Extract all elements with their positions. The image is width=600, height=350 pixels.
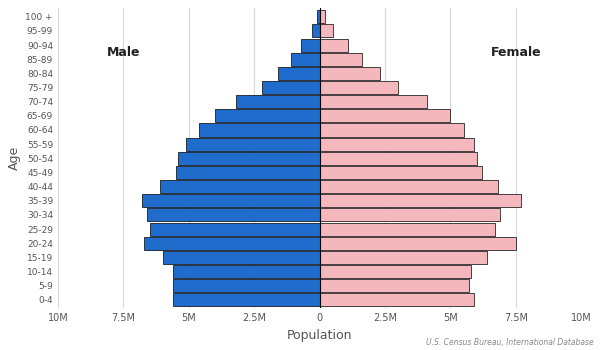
Bar <box>160 180 320 193</box>
Bar <box>320 194 521 207</box>
Bar <box>320 109 451 122</box>
Bar <box>173 279 320 292</box>
Bar <box>320 138 474 150</box>
Bar <box>142 194 320 207</box>
Bar <box>178 152 320 165</box>
Bar <box>320 25 333 37</box>
Bar <box>320 223 495 236</box>
Bar <box>320 237 516 250</box>
Bar <box>320 152 476 165</box>
Bar <box>320 53 362 66</box>
Bar <box>320 81 398 94</box>
Bar <box>236 95 320 108</box>
Text: Female: Female <box>491 46 541 59</box>
Bar <box>320 279 469 292</box>
Bar <box>320 95 427 108</box>
Bar <box>301 38 320 51</box>
Bar <box>163 251 320 264</box>
X-axis label: Population: Population <box>287 329 352 342</box>
Bar <box>320 67 380 80</box>
Bar <box>291 53 320 66</box>
Bar <box>317 10 320 23</box>
Bar <box>320 180 497 193</box>
Bar <box>320 293 474 306</box>
Bar <box>149 223 320 236</box>
Bar <box>186 138 320 150</box>
Bar <box>173 293 320 306</box>
Bar <box>176 166 320 179</box>
Text: U.S. Census Bureau, International Database: U.S. Census Bureau, International Databa… <box>426 337 594 346</box>
Bar <box>320 265 472 278</box>
Bar <box>320 124 464 136</box>
Y-axis label: Age: Age <box>8 146 22 170</box>
Bar <box>320 251 487 264</box>
Bar <box>312 25 320 37</box>
Bar <box>173 265 320 278</box>
Bar <box>147 208 320 222</box>
Bar <box>199 124 320 136</box>
Bar <box>320 38 349 51</box>
Bar <box>320 166 482 179</box>
Bar <box>215 109 320 122</box>
Text: Male: Male <box>107 46 140 59</box>
Bar <box>262 81 320 94</box>
Bar <box>278 67 320 80</box>
Bar <box>320 10 325 23</box>
Bar <box>320 208 500 222</box>
Bar <box>145 237 320 250</box>
